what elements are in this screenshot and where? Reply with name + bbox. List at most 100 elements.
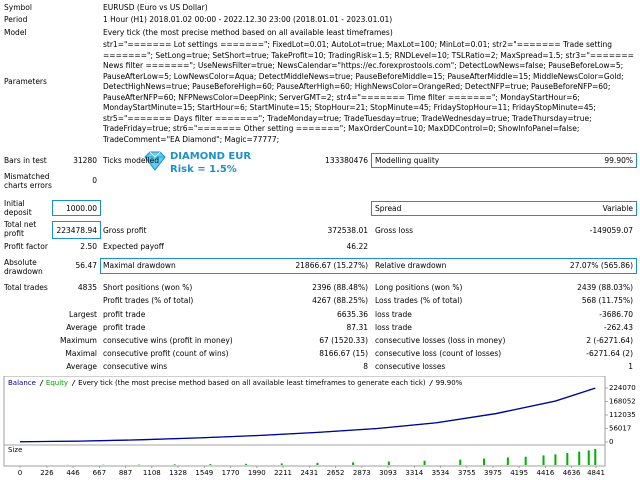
profit-value: 6635.36 (336, 310, 368, 319)
label: Total trades (4, 283, 48, 292)
profit-value: 8166.67 (15) (319, 349, 368, 358)
highlight-box (100, 258, 637, 274)
profit-label: profit trade (103, 323, 146, 332)
y-tick-label: 56017 (609, 425, 631, 433)
series-line (19, 387, 596, 443)
label: Ticks modelled (103, 156, 160, 165)
value: 4267 (88.25%) (312, 296, 368, 305)
label: Largest (69, 310, 97, 319)
label: Mismatched charts errors (4, 172, 52, 190)
label: Profit factor (4, 242, 48, 251)
x-tick-label: 446 (66, 469, 80, 477)
value: 1 Hour (H1) 2018.01.02 00:00 - 2022.12.3… (103, 15, 393, 24)
size-bar (352, 462, 355, 465)
loss-label: loss trade (375, 310, 412, 319)
parameters-value: str1="======= Lot settings ======="; Fix… (103, 40, 634, 144)
x-tick-label: 1990 (248, 469, 266, 477)
x-tick-label: 2652 (327, 469, 345, 477)
label: Gross loss (375, 226, 414, 235)
value: 2396 (88.48%) (312, 283, 368, 292)
value: 0 (92, 176, 97, 185)
value: 2439 (88.03%) (577, 283, 633, 292)
x-tick-label: 3534 (432, 469, 450, 477)
loss-label: consecutive losses (375, 362, 446, 371)
value: 56.47 (75, 261, 97, 270)
label: Profit trades (% of total) (103, 296, 194, 305)
label: Parameters (4, 77, 47, 86)
loss-value: 1 (628, 362, 633, 371)
label: Maximum (60, 336, 97, 345)
label: Long positions (won %) (375, 283, 463, 292)
x-tick-label: 2431 (300, 469, 318, 477)
label: Average (66, 323, 97, 332)
value: 1000.00 (65, 204, 97, 213)
x-tick-label: 1549 (195, 469, 213, 477)
x-tick-label: 0 (18, 469, 22, 477)
legend-separator (71, 379, 76, 387)
value: 46.22 (346, 242, 368, 251)
profit-label: consecutive wins (profit in money) (103, 336, 233, 345)
profit-label: consecutive profit (count of wins) (103, 349, 229, 358)
size-bar (578, 451, 581, 465)
loss-value: 2 (-6271.64) (586, 336, 633, 345)
size-bar (594, 449, 597, 465)
label: Bars in test (4, 156, 47, 165)
y-tick-label: 224070 (609, 384, 636, 392)
diamond-icon (144, 151, 166, 171)
size-bar (316, 462, 319, 465)
size-bar (245, 463, 248, 465)
x-tick-label: 4416 (537, 469, 555, 477)
x-tick-label: 3314 (405, 469, 423, 477)
x-tick-label: 1328 (169, 469, 187, 477)
label: Symbol (4, 3, 32, 12)
size-bar (387, 461, 390, 465)
size-bar (483, 458, 486, 465)
legend-item: 99.90% (436, 379, 463, 387)
size-bar (524, 456, 527, 465)
x-tick-label: 4195 (510, 469, 528, 477)
x-tick-label: 4636 (563, 469, 581, 477)
legend-separator (39, 379, 44, 387)
y-tick-label: 168052 (609, 398, 636, 406)
label: Maximal drawdown (103, 261, 176, 270)
y-tick-label: 0 (609, 438, 613, 446)
legend-item: Equity (46, 379, 68, 387)
value: Variable (602, 204, 633, 213)
label: Initial deposit (4, 199, 32, 217)
value: 99.90% (604, 156, 633, 165)
loss-label: consecutive loss (count of losses) (375, 349, 502, 358)
size-bar (209, 464, 212, 465)
value: 4835 (77, 283, 97, 292)
x-tick-label: 667 (93, 469, 106, 477)
value: 372538.01 (327, 226, 368, 235)
x-tick-label: 1108 (143, 469, 161, 477)
label: Average (66, 362, 97, 371)
label: Modelling quality (375, 156, 440, 165)
profit-value: 87.31 (346, 323, 368, 332)
x-tick-label: 3755 (458, 469, 476, 477)
x-tick-label: 2873 (353, 469, 371, 477)
size-bar (566, 453, 569, 465)
label: Loss trades (% of total) (375, 296, 463, 305)
label: Gross profit (103, 226, 147, 235)
profit-label: profit trade (103, 310, 146, 319)
size-bar (542, 455, 545, 465)
y-tick-label: 112035 (609, 411, 636, 419)
size-label: Size (8, 446, 22, 454)
label: Maximal (65, 349, 97, 358)
label: Period (4, 15, 28, 24)
loss-value: -3686.70 (599, 310, 633, 319)
x-tick-label: 4841 (587, 469, 605, 477)
loss-value: -262.43 (604, 323, 633, 332)
label: Short positions (won %) (103, 283, 193, 292)
x-tick-label: 2211 (274, 469, 292, 477)
value: EURUSD (Euro vs US Dollar) (103, 3, 208, 12)
chart: Balance Equity Every tick (the most precis… (3, 376, 636, 477)
label: Total net profit (4, 220, 37, 238)
label: Expected payoff (103, 242, 164, 251)
x-tick-label: 3975 (484, 469, 502, 477)
x-tick-label: 1770 (222, 469, 240, 477)
legend-item: Balance (8, 379, 36, 387)
highlight-box (371, 201, 637, 216)
